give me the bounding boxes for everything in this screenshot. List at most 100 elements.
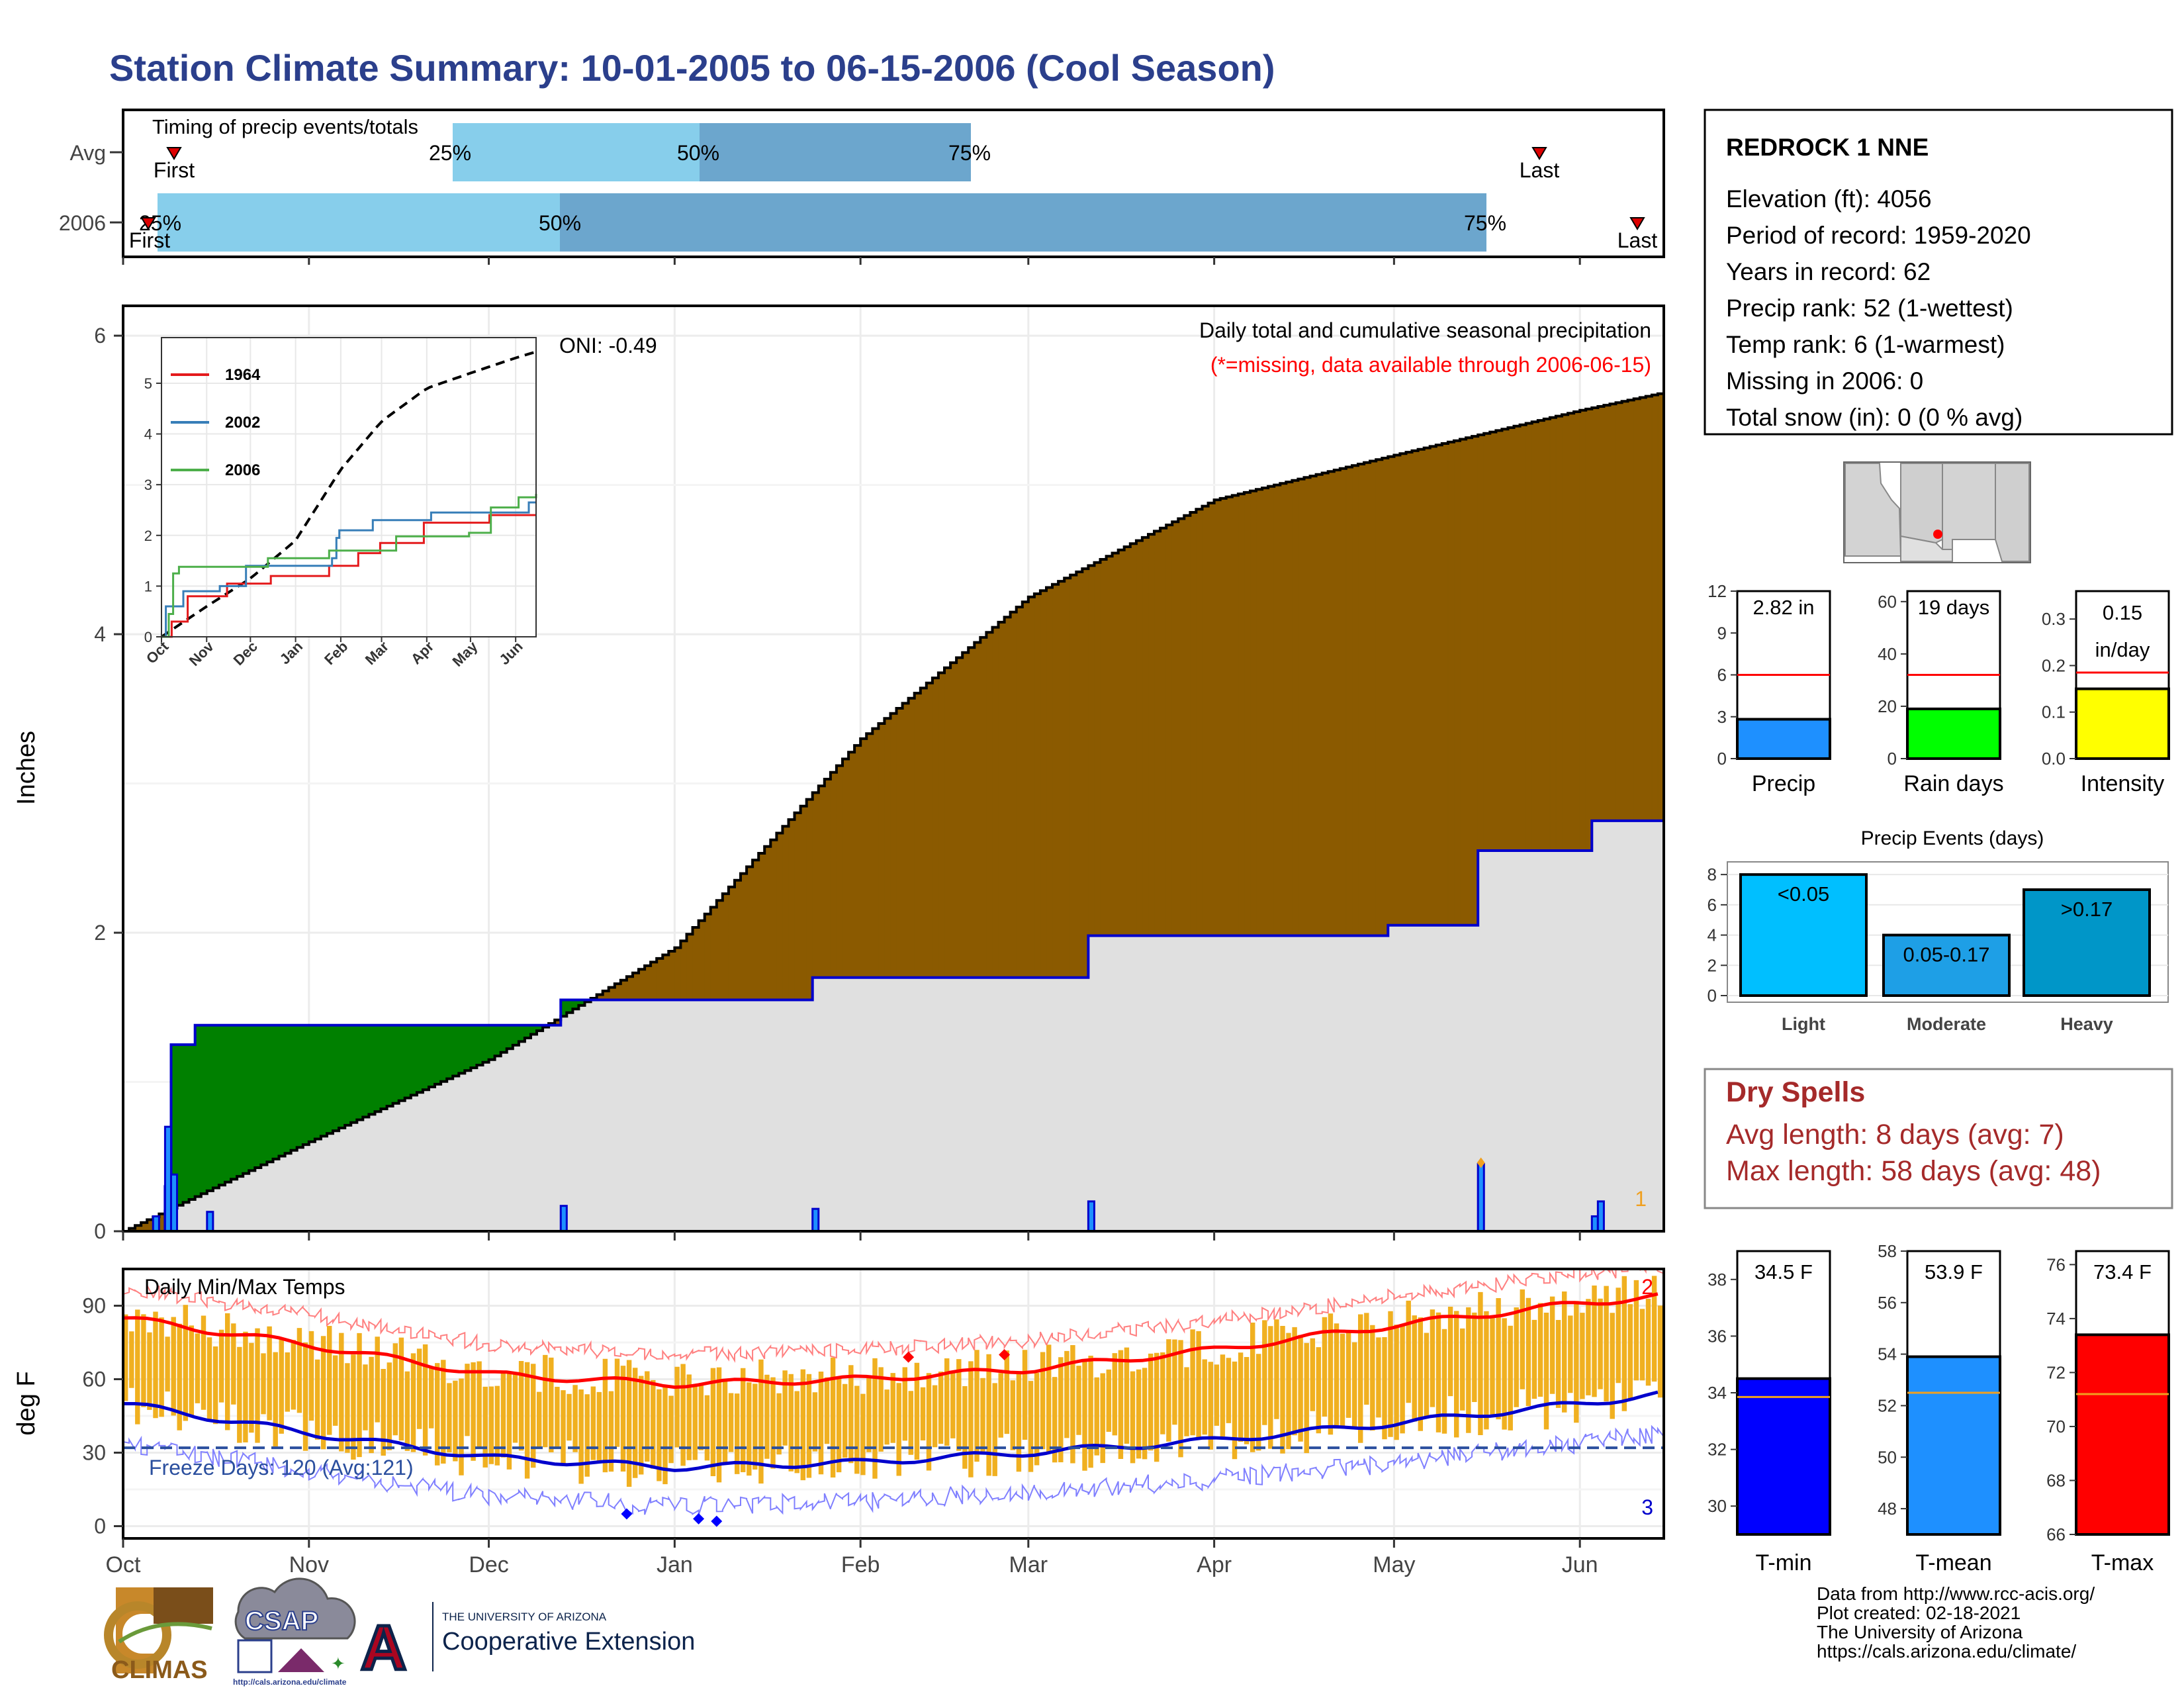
temp-summary-ytick-label: 48 <box>1878 1499 1897 1519</box>
event-bar-range: >0.17 <box>2061 898 2113 921</box>
month-label: Jun <box>1562 1552 1598 1577</box>
summary-ytick-label: 6 <box>1717 665 1727 685</box>
precip-events-chart: Precip Events (days) <0.05 Light 0.05-0.17… <box>1707 827 2169 1034</box>
station-line-years: Years in record: 62 <box>1726 258 1931 285</box>
timing-title: Timing of precip events/totals <box>152 115 418 138</box>
obs-cumulative-line <box>123 809 1664 1231</box>
summary-bar-intensity: 0.0 0.1 0.2 0.3 0.15 in/day Intensity <box>2042 590 2170 796</box>
event-bar-label: Moderate <box>1907 1014 1986 1034</box>
daily-precip-bar <box>811 1207 820 1231</box>
month-label: Feb <box>841 1552 880 1577</box>
footer-line-source: Data from http://www.rcc-acis.org/ <box>1817 1583 2095 1604</box>
event-bar-moderate: 0.05-0.17 Moderate <box>1882 933 2011 1034</box>
station-line-missing: Missing in 2006: 0 <box>1726 367 1923 395</box>
avg-max-temp-line <box>123 1292 1659 1389</box>
station-line-period: Period of record: 1959-2020 <box>1726 222 2031 249</box>
summary-ytick-label: 40 <box>1878 644 1897 664</box>
timing-2006-first-label: First <box>129 228 170 252</box>
dry-spells-title: Dry Spells <box>1726 1076 1865 1108</box>
csap-text: CSAP <box>245 1607 318 1636</box>
station-line-elevation: Elevation (ft): 4056 <box>1726 185 1932 212</box>
timing-panel: Timing of precip events/totals 25% 50% 75%… <box>59 109 1665 265</box>
temp-summary-label: T-max <box>2091 1550 2154 1575</box>
temp-summary-ytick-label: 56 <box>1878 1293 1897 1313</box>
daily-precip-bar <box>1477 1163 1485 1231</box>
event-bar-label: Light <box>1782 1014 1825 1034</box>
summary-ytick-label: 20 <box>1878 696 1897 716</box>
max-precip-marker <box>1477 1157 1485 1168</box>
avg-min-temp-line <box>123 1390 1659 1472</box>
cactus-icon: ✦ <box>331 1654 345 1673</box>
timing-avg-p50: 50% <box>677 141 719 165</box>
temp-summary-ytick-label: 72 <box>2046 1362 2066 1382</box>
event-bar-light: <0.05 Light <box>1739 873 1868 1034</box>
timing-2006-label: 2006 <box>59 211 106 235</box>
daily-precip-bar <box>169 1173 179 1231</box>
summary-bar-value <box>2075 687 2170 761</box>
temp-summary-charts: 30 32 34 36 38 34.5 F T-min 48 50 52 54 56 58 53.9 F T… <box>1707 1241 2170 1575</box>
events-ytick-label: 4 <box>1707 925 1717 945</box>
dry-spells-avg: Avg length: 8 days (avg: 7) <box>1726 1119 2064 1150</box>
timing-avg-bar-q2 <box>700 123 971 181</box>
csap-logo: CSAP ✦ http://cals.arizona.edu/climate <box>233 1577 356 1687</box>
month-label: Oct <box>106 1552 141 1577</box>
temp-summary-ytick-label: 34 <box>1707 1383 1727 1403</box>
temp-summary-ytick-label: 76 <box>2046 1254 2066 1274</box>
temp-summary-label: T-min <box>1756 1550 1812 1575</box>
timing-avg-p25: 25% <box>429 141 471 165</box>
event-bar-range: 0.05-0.17 <box>1903 943 1990 966</box>
precip-ytick-label: 0 <box>94 1219 106 1243</box>
temp-summary-ytick-label: 74 <box>2046 1309 2066 1329</box>
temp-summary-value-text: 73.4 F <box>2093 1260 2152 1284</box>
inset-ytick-label: 5 <box>144 375 152 392</box>
ua-small-text: THE UNIVERSITY OF ARIZONA <box>442 1611 607 1623</box>
record-low-marker <box>693 1513 705 1524</box>
month-label: Mar <box>1009 1552 1048 1577</box>
timing-avg-first-marker <box>166 147 182 160</box>
timing-2006-last-marker <box>1629 217 1645 230</box>
summary-bar-value-text: 19 days <box>1918 596 1990 619</box>
inset-legend-label: 1964 <box>225 366 261 384</box>
ua-logo: A THE UNIVERSITY OF ARIZONA Cooperative … <box>359 1602 695 1685</box>
inset-ytick-label: 2 <box>144 528 152 544</box>
summary-bar-label: Precip <box>1752 771 1815 796</box>
temp-ytick-label: 60 <box>82 1368 106 1391</box>
event-bar-rect <box>1739 873 1868 997</box>
month-label: Nov <box>289 1552 329 1577</box>
summary-bar-label: Intensity <box>2081 771 2165 796</box>
summary-ytick-label: 9 <box>1717 623 1727 643</box>
record-low-marker <box>711 1515 723 1527</box>
summary-ytick-label: 0 <box>1717 749 1727 769</box>
daily-precip-bar <box>559 1205 568 1231</box>
temp-summary-ytick-label: 58 <box>1878 1241 1897 1261</box>
footer: Data from http://www.rcc-acis.org/ Plot … <box>1817 1584 2095 1661</box>
inset-ytick-label: 0 <box>144 629 152 645</box>
summary-ytick-label: 0 <box>1888 749 1897 769</box>
temp-ytick-label: 30 <box>82 1441 106 1465</box>
precip-subtitle: Daily total and cumulative seasonal prec… <box>1199 318 1651 342</box>
station-line-snow: Total snow (in): 0 (0 % avg) <box>1726 404 2023 431</box>
precip-ytick-label: 4 <box>94 622 106 646</box>
summary-bar-value-text2: in/day <box>2095 638 2150 661</box>
temp-summary-ytick-label: 52 <box>1878 1395 1897 1415</box>
avg-cumulative-line <box>123 391 1664 1231</box>
summary-bar-value <box>1906 707 2001 760</box>
climas-text: CLIMAS <box>111 1656 208 1684</box>
temp-y-ticks: 0 30 60 90 <box>82 1294 123 1538</box>
inset-line-2002 <box>161 501 536 638</box>
precip-y-ticks: 0 2 4 6 <box>94 324 123 1243</box>
temp-ytick-label: 0 <box>94 1515 106 1538</box>
summary-bar-value <box>1736 718 1831 761</box>
temp-summary-value <box>1736 1377 1831 1536</box>
event-bar-rect <box>2023 888 2151 997</box>
precip-panel: 0 2 4 6 Inches Daily total and cumulative s… <box>13 305 1665 1243</box>
temp-ytick-label: 90 <box>82 1294 106 1318</box>
temp-summary-value-text: 34.5 F <box>1754 1260 1813 1284</box>
precip-ytick-label: 2 <box>94 921 106 945</box>
summary-ytick-label: 3 <box>1717 707 1727 727</box>
events-y-ticks: 0 2 4 6 8 <box>1707 865 1727 1006</box>
temp-summary-ytick-label: 30 <box>1707 1496 1727 1516</box>
temp-panel: 0 30 60 90 Oct Nov Dec Jan Feb Mar Apr May Jun deg … <box>13 1268 1665 1577</box>
summary-bar-value-text: 0.15 <box>2103 601 2142 624</box>
